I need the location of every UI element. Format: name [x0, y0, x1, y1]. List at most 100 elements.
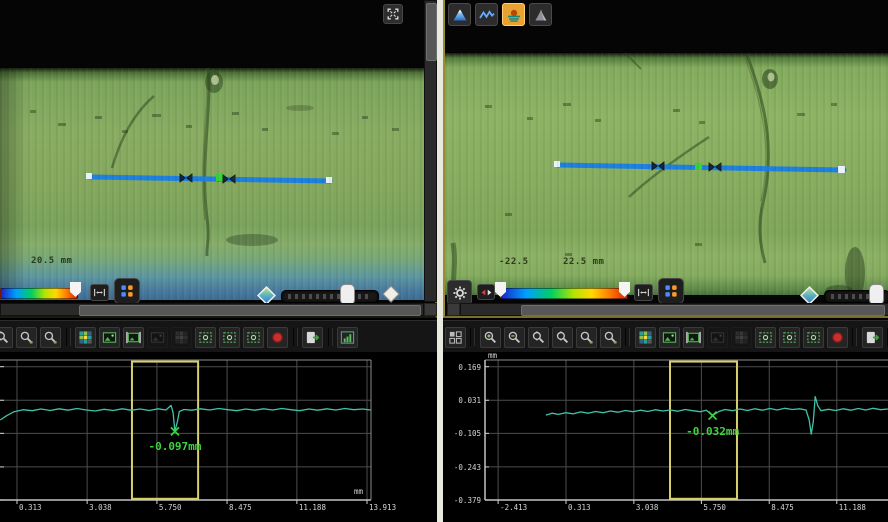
box-zoom-button[interactable]: [195, 326, 216, 348]
horizontal-scrollbar-thumb[interactable]: [521, 305, 885, 316]
box-zoom-in-button[interactable]: [778, 326, 800, 348]
toolbar-separator: [292, 328, 298, 346]
range-fit-button[interactable]: [634, 284, 653, 301]
horizontal-scrollbar[interactable]: [460, 303, 888, 316]
y-tick-label: -0.379: [453, 496, 481, 505]
left-profile-chart[interactable]: 0.313 3.038 5.750 8.475 11.188 13.913 -0.097mm…: [0, 359, 396, 512]
horizontal-scrollbar[interactable]: [0, 303, 424, 316]
compare-button: [730, 326, 752, 348]
zoom-in-button[interactable]: [479, 326, 501, 348]
swap-range-button[interactable]: [477, 284, 495, 300]
expand-icon: [386, 7, 400, 21]
zoom-area-alt-button[interactable]: [40, 326, 61, 348]
x-tick-label: 3.038: [89, 503, 112, 512]
box-zoom-in-icon: [782, 330, 797, 345]
box-zoom-button[interactable]: [754, 326, 776, 348]
vertical-scrollbar[interactable]: [424, 0, 437, 302]
palette-button[interactable]: [114, 278, 140, 304]
color-scale-max-handle[interactable]: [619, 282, 630, 297]
tile-view-button[interactable]: [444, 326, 466, 348]
zoom-out-button[interactable]: [503, 326, 525, 348]
view-mode-toolbar: [448, 3, 556, 26]
line-start-handle[interactable]: [554, 161, 560, 167]
zoom-fit-alt-button[interactable]: [551, 326, 573, 348]
gear-icon: [452, 285, 468, 301]
box-zoom-out-button[interactable]: [802, 326, 824, 348]
box-zoom-out-icon: [246, 330, 261, 345]
export-button[interactable]: [861, 326, 883, 348]
image-view-button[interactable]: [99, 326, 120, 348]
right-dataset-panel: -22.5 22.5 mm: [443, 0, 888, 522]
selection-region[interactable]: [669, 360, 738, 500]
zoom-area-button[interactable]: [16, 326, 37, 348]
record-button[interactable]: [826, 326, 848, 348]
opacity-slider-handle[interactable]: [340, 284, 355, 305]
x-tick-label: 11.188: [838, 503, 866, 512]
scrollbar-corner: [424, 303, 437, 316]
x-tick-label: -2.413: [500, 503, 528, 512]
overlay-icon: [710, 330, 725, 345]
right-profile-chart[interactable]: -2.413 0.313 3.038 5.750 8.475 11.188 0.169 0.0…: [454, 351, 888, 512]
profile-chart-button[interactable]: [337, 326, 358, 348]
selection-region[interactable]: [130, 360, 200, 500]
panel-divider: [437, 0, 443, 522]
color-scale-bar[interactable]: [0, 288, 78, 299]
x-tick-label: 5.750: [158, 503, 182, 512]
x-tick-label: 3.038: [635, 503, 659, 512]
compare-marker-icon[interactable]: [382, 285, 400, 303]
palette-button[interactable]: [658, 278, 684, 304]
left-image-viewer: 20.5 mm: [0, 0, 437, 318]
color-layers-view-button[interactable]: [502, 3, 525, 26]
palette-dots-icon: [118, 282, 136, 300]
right-profile-chart-area: -2.413 0.313 3.038 5.750 8.475 11.188 0.169 0.0…: [443, 351, 888, 522]
image-fit-icon: [126, 330, 141, 345]
opacity-slider-handle[interactable]: [869, 284, 884, 305]
export-button[interactable]: [302, 326, 323, 348]
zoom-area-alt-button[interactable]: [599, 326, 621, 348]
overlay-button: [147, 326, 168, 348]
pixel-view-button[interactable]: [75, 326, 96, 348]
image-view-button[interactable]: [658, 326, 680, 348]
image-fit-button[interactable]: [682, 326, 704, 348]
color-scale-handle[interactable]: [70, 282, 81, 297]
record-button[interactable]: [267, 326, 288, 348]
zoom-area-button[interactable]: [575, 326, 597, 348]
settings-button[interactable]: [447, 280, 472, 305]
line-center-marker[interactable]: [695, 163, 702, 170]
image-fit-button[interactable]: [123, 326, 144, 348]
compare-button: [171, 326, 192, 348]
y-tick-label: -0.105: [453, 429, 481, 439]
box-zoom-in-button[interactable]: [219, 326, 240, 348]
right-surface-image: [445, 53, 888, 295]
expand-view-button[interactable]: [383, 4, 403, 24]
range-icon: [93, 286, 106, 299]
zoom-fit-button[interactable]: [527, 326, 549, 348]
marker-annotation: -0.097mm: [148, 440, 202, 454]
image-view-icon: [662, 330, 677, 345]
opacity-slider[interactable]: [281, 290, 379, 303]
horizontal-scrollbar-thumb[interactable]: [79, 305, 421, 316]
color-scale-min-handle[interactable]: [495, 282, 506, 297]
range-fit-button[interactable]: [90, 284, 109, 301]
line-end-handle[interactable]: [326, 177, 332, 183]
shape-3d-view-button[interactable]: [529, 3, 552, 26]
line-end-handle[interactable]: [838, 166, 845, 173]
measurement-line[interactable]: [87, 174, 333, 184]
line-center-marker[interactable]: [216, 174, 223, 181]
scrollbar-corner: [447, 303, 460, 316]
toolbar-separator: [470, 328, 475, 346]
zoom-fit-button[interactable]: [0, 326, 13, 348]
left-surface-image: [0, 68, 424, 300]
axis-unit-label: mm: [354, 487, 364, 496]
image-view-icon: [102, 330, 117, 345]
vertical-scrollbar-thumb[interactable]: [426, 3, 437, 61]
measurement-line-layer: [86, 173, 333, 184]
height-map-view-button[interactable]: [448, 3, 471, 26]
profile-wave-view-button[interactable]: [475, 3, 498, 26]
export-icon: [865, 330, 880, 345]
line-start-handle[interactable]: [86, 173, 92, 179]
x-tick-label: 0.313: [19, 503, 42, 512]
color-scale-bar[interactable]: [500, 288, 628, 299]
box-zoom-out-button[interactable]: [243, 326, 264, 348]
pixel-view-button[interactable]: [634, 326, 656, 348]
